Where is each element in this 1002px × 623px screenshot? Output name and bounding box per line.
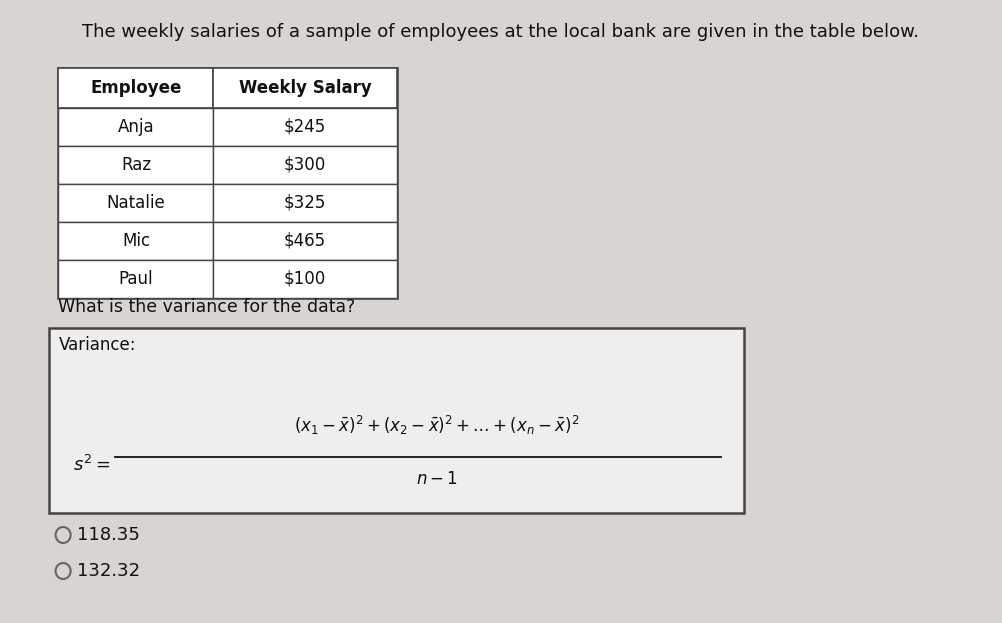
Bar: [58, 146, 213, 184]
Text: $300: $300: [284, 156, 327, 174]
Bar: [58, 108, 213, 146]
Text: Employee: Employee: [90, 79, 181, 97]
Bar: [58, 68, 213, 108]
Bar: [213, 222, 397, 260]
Text: Variance:: Variance:: [58, 336, 136, 354]
Text: $n-1$: $n-1$: [416, 470, 458, 488]
Text: $s^2 =$: $s^2 =$: [73, 455, 110, 475]
Text: $325: $325: [284, 194, 327, 212]
Text: Paul: Paul: [118, 270, 153, 288]
Text: $245: $245: [284, 118, 327, 136]
Text: $100: $100: [284, 270, 327, 288]
Bar: [213, 184, 397, 222]
Bar: [213, 108, 397, 146]
Bar: [58, 222, 213, 260]
Text: Raz: Raz: [121, 156, 151, 174]
Text: Natalie: Natalie: [106, 194, 165, 212]
Text: $465: $465: [284, 232, 326, 250]
Bar: [213, 260, 397, 298]
Bar: [58, 184, 213, 222]
Bar: [58, 68, 397, 298]
Text: Anja: Anja: [117, 118, 154, 136]
Text: 118.35: 118.35: [77, 526, 140, 544]
Text: $\left(x_1-\bar{x}\right)^2+\left(x_2-\bar{x}\right)^2+\ldots+\left(x_n-\bar{x}\: $\left(x_1-\bar{x}\right)^2+\left(x_2-\b…: [294, 414, 579, 437]
Bar: [58, 260, 213, 298]
Text: What is the variance for the data?: What is the variance for the data?: [58, 298, 356, 316]
Bar: [49, 328, 744, 513]
Bar: [213, 68, 397, 108]
Text: Weekly Salary: Weekly Salary: [238, 79, 372, 97]
Text: The weekly salaries of a sample of employees at the local bank are given in the : The weekly salaries of a sample of emplo…: [82, 23, 920, 41]
Bar: [213, 146, 397, 184]
Text: 132.32: 132.32: [77, 562, 140, 580]
Text: Mic: Mic: [122, 232, 150, 250]
